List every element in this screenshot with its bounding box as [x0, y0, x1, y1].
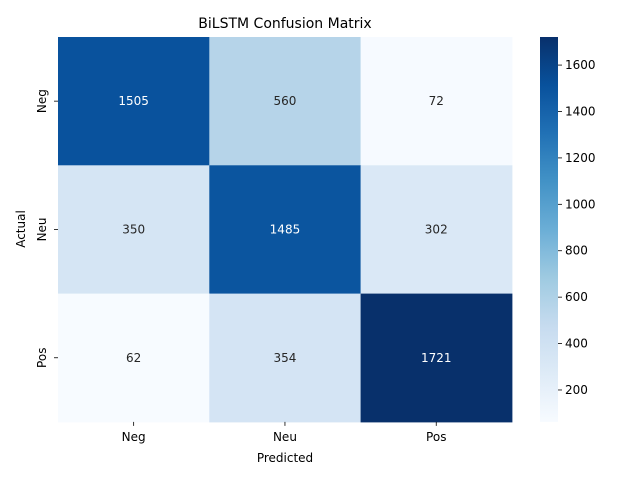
colorbar-ticks: 200 400 600 800 1000 1200 1400 1600 — [558, 58, 596, 397]
heatmap-cell — [360, 165, 513, 295]
colorbar-tick-label: 800 — [565, 244, 588, 258]
x-axis-label: Predicted — [257, 451, 313, 465]
heatmap-cell — [209, 37, 362, 166]
cell-value-label: 1485 — [270, 222, 301, 236]
chart-title: BiLSTM Confusion Matrix — [198, 16, 371, 32]
y-tick-label: Neu — [35, 217, 49, 241]
cell-value-label: 354 — [273, 351, 296, 365]
colorbar-tick-label: 400 — [565, 337, 588, 351]
cell-value-label: 1505 — [118, 94, 149, 108]
colorbar-tick-label: 1000 — [565, 197, 596, 211]
heatmap-cell — [58, 37, 210, 166]
heatmap-cell — [360, 37, 513, 166]
colorbar-tick-label: 200 — [565, 383, 588, 397]
colorbar — [540, 37, 558, 422]
x-tick-label: Neu — [273, 430, 297, 444]
y-axis-label: Actual — [14, 210, 28, 248]
x-tick-label: Neg — [122, 430, 146, 444]
heatmap-cell — [58, 293, 210, 423]
colorbar-tick-label: 1200 — [565, 151, 596, 165]
cell-value-label: 560 — [273, 94, 296, 108]
y-tick-label: Neg — [35, 89, 49, 113]
colorbar-tick-label: 1400 — [565, 104, 596, 118]
cell-value-label: 62 — [126, 351, 141, 365]
x-axis-ticks: Neg Neu Pos — [122, 421, 446, 444]
heatmap-cell — [209, 293, 362, 423]
heatmap-cell — [360, 293, 513, 423]
cell-value-label: 72 — [429, 94, 444, 108]
heatmap-cell — [209, 165, 362, 295]
colorbar-tick-label: 1600 — [565, 58, 596, 72]
x-tick-label: Pos — [426, 430, 446, 444]
colorbar-tick-label: 600 — [565, 290, 588, 304]
heatmap-cell — [58, 165, 210, 295]
cell-value-label: 302 — [425, 222, 448, 236]
y-tick-label: Pos — [35, 348, 49, 368]
heatmap-cells: 1505 560 72 350 1485 302 62 354 1721 — [58, 37, 513, 423]
cell-value-label: 1721 — [421, 351, 452, 365]
cell-value-label: 350 — [122, 222, 145, 236]
y-axis-ticks: Neg Neu Pos — [35, 89, 58, 368]
